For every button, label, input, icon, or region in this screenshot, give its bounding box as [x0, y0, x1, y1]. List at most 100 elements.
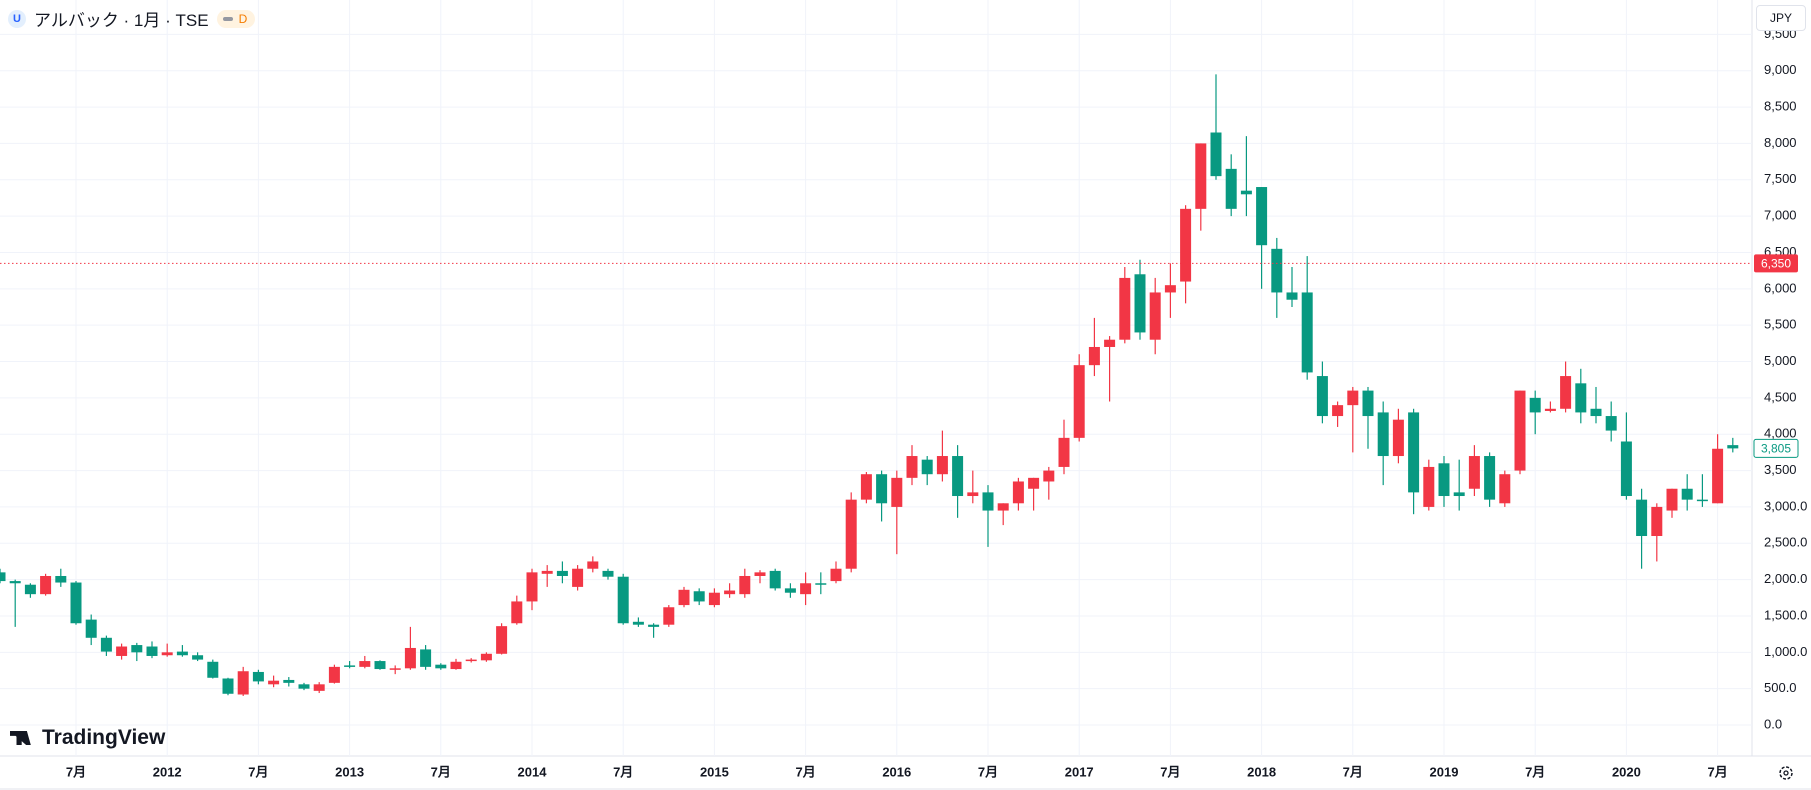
candle-body — [602, 570, 614, 577]
candle-body — [389, 668, 401, 670]
candle-body — [435, 664, 447, 669]
candle-body — [1666, 488, 1678, 511]
candle-body — [1043, 470, 1055, 482]
x-tick-label: 7月 — [1707, 764, 1727, 779]
last-price-label: 3,805 — [1761, 442, 1791, 456]
price-label-box — [1754, 254, 1798, 273]
candle-body — [556, 570, 568, 576]
candle-body — [921, 459, 933, 475]
x-tick-label: 2015 — [700, 764, 729, 779]
candle-body — [283, 679, 295, 683]
candle-body — [1012, 481, 1024, 504]
candle-body — [1088, 346, 1100, 366]
x-tick-label: 7月 — [1525, 764, 1545, 779]
candle-body — [1316, 376, 1328, 417]
candle-body — [1560, 376, 1572, 409]
candle-body — [663, 607, 675, 625]
candle-body — [1347, 390, 1359, 406]
candle-body — [1620, 441, 1632, 497]
candle-body — [648, 624, 660, 627]
x-tick-label: 2020 — [1612, 764, 1641, 779]
x-tick-label: 7月 — [431, 764, 451, 779]
candle-body — [724, 590, 736, 595]
candle-body — [1514, 390, 1526, 471]
x-tick-label: 2016 — [882, 764, 911, 779]
candle-body — [526, 572, 538, 602]
candle-body — [1727, 445, 1739, 449]
candle-body — [298, 684, 310, 689]
candle-body — [40, 575, 52, 595]
candle-body — [769, 570, 781, 589]
symbol-logo: U — [8, 9, 26, 28]
x-tick-label: 2017 — [1065, 764, 1094, 779]
candle-body — [906, 456, 918, 478]
candle-body — [632, 621, 644, 625]
candle-body — [268, 680, 280, 685]
candle-body — [1286, 292, 1298, 300]
y-tick-label: 0.0 — [1764, 716, 1782, 731]
y-tick-label: 7,500 — [1764, 171, 1797, 186]
candle-body — [207, 661, 219, 678]
candle-body — [1377, 412, 1389, 457]
candle-body — [1149, 292, 1161, 340]
y-tick-label: 9,000 — [1764, 62, 1797, 77]
symbol-header[interactable]: U アルバック · 1月 · TSE D — [8, 6, 256, 31]
candle-body — [1256, 187, 1268, 246]
candle-body — [85, 619, 97, 638]
candle-body — [1484, 456, 1496, 500]
candle-body — [860, 474, 872, 500]
candle-body — [952, 456, 964, 497]
candle-body — [9, 581, 21, 584]
candle-body — [24, 584, 36, 595]
y-tick-label: 3,500 — [1764, 462, 1797, 477]
y-tick-label: 4,000 — [1764, 426, 1797, 441]
candle-body — [192, 655, 204, 660]
candle-body — [830, 568, 842, 582]
candle-body — [1544, 408, 1556, 411]
candle-body — [1028, 477, 1040, 489]
candle-body — [237, 671, 249, 695]
candle-body — [876, 474, 888, 504]
candle-body — [936, 456, 948, 475]
settings-icon[interactable] — [1779, 766, 1793, 780]
candle-body — [328, 666, 340, 683]
y-tick-label: 4,500 — [1764, 389, 1797, 404]
candle-body — [845, 499, 857, 569]
interval-badge[interactable]: D — [216, 9, 256, 28]
candle-body — [1073, 365, 1085, 438]
candle-body — [1225, 168, 1237, 209]
candle-body — [1438, 463, 1450, 497]
candle-body — [1332, 405, 1344, 417]
candle-body — [1681, 488, 1693, 500]
candle-body — [450, 661, 462, 670]
candle-body — [1104, 339, 1116, 347]
price-label: 6,350 — [1761, 257, 1791, 271]
x-tick-label: 7月 — [66, 764, 86, 779]
currency-button[interactable]: JPY — [1756, 5, 1806, 31]
candle-body — [1575, 383, 1587, 413]
candle-body — [420, 649, 432, 667]
x-tick-label: 2014 — [518, 764, 548, 779]
y-tick-label: 3,000.0 — [1764, 498, 1807, 513]
settings-icon-center — [1783, 770, 1789, 776]
candle-body — [1408, 412, 1420, 493]
x-tick-label: 2018 — [1247, 764, 1276, 779]
x-tick-label: 7月 — [795, 764, 815, 779]
y-tick-label: 1,500.0 — [1764, 607, 1807, 622]
candle-body — [116, 646, 128, 656]
brand-name: TradingView — [42, 726, 166, 749]
candle-body — [1210, 132, 1222, 177]
candle-body — [496, 626, 508, 654]
candle-body — [693, 591, 705, 602]
candle-body — [55, 575, 67, 583]
candle-body — [1195, 143, 1207, 209]
candle-body — [1423, 466, 1435, 507]
candle-body — [1529, 397, 1541, 413]
candle-body — [1058, 437, 1070, 467]
candle-body — [1180, 208, 1192, 282]
x-tick-label: 7月 — [978, 764, 998, 779]
y-tick-label: 2,000.0 — [1764, 571, 1807, 586]
candle-body — [541, 570, 553, 574]
candle-body — [0, 572, 6, 582]
